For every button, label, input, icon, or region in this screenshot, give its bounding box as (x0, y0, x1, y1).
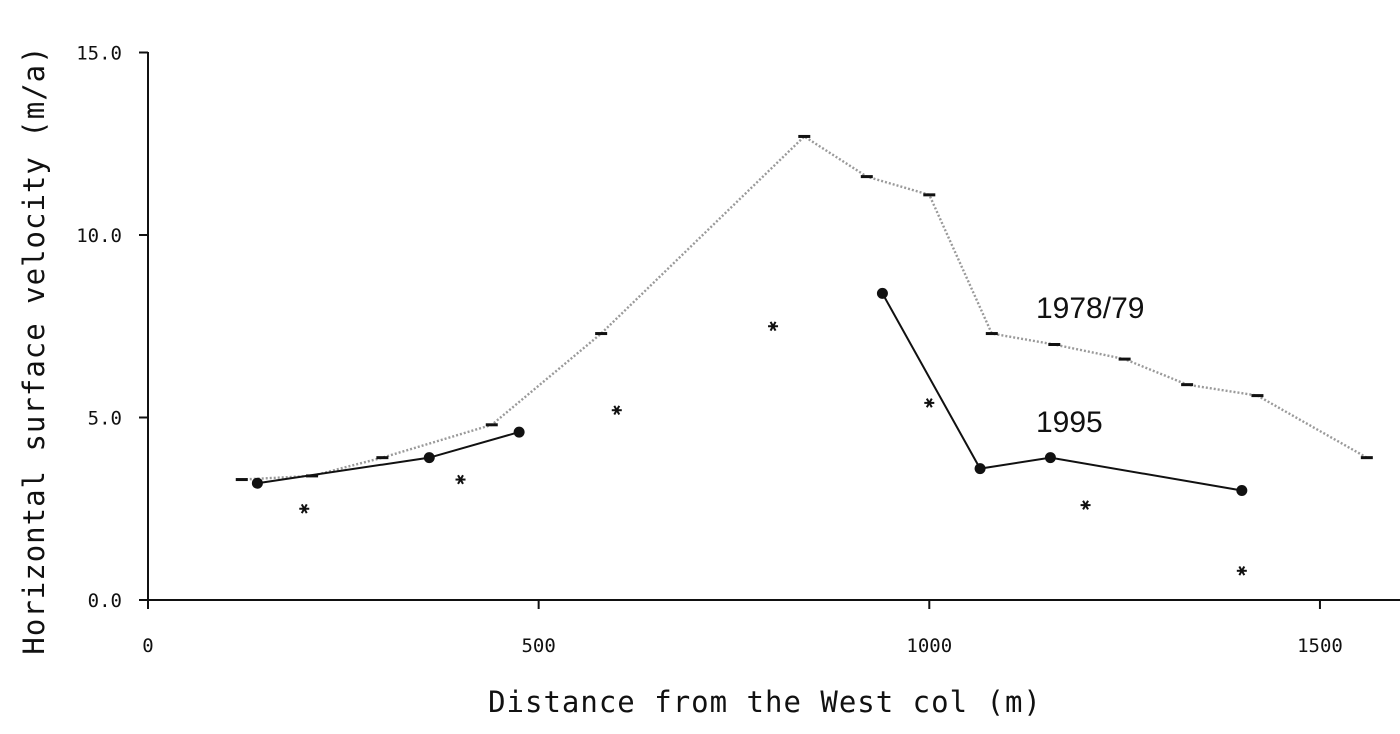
series-1978-79-line (241, 134, 1368, 481)
star-point (455, 474, 466, 485)
x-tick-label: 0 (142, 635, 153, 657)
x-tick-label: 1500 (1297, 635, 1343, 657)
ticks-layer: 0 500 1000 1500 0.0 5.0 10.0 15.0 (76, 43, 1343, 658)
star-point (611, 405, 622, 416)
series-1995-point (1044, 452, 1056, 464)
series-1995-point (974, 463, 986, 475)
star-point (768, 321, 779, 332)
star-point (1080, 500, 1091, 510)
star-point (1236, 565, 1247, 576)
y-tick-label: 10.0 (76, 225, 122, 247)
series-1995-point (251, 477, 263, 489)
y-axis-title: Horizontal surface velocity (m/a) (17, 45, 51, 654)
series-label-1978-79: 1978/79 (1036, 292, 1144, 325)
series-1995-point (513, 426, 525, 438)
series-label-1995: 1995 (1036, 406, 1103, 439)
x-tick-label: 500 (521, 635, 555, 657)
x-tick-label: 1000 (906, 635, 952, 657)
star-point (299, 503, 310, 514)
series-1995-point (876, 287, 888, 299)
series-1995-point (423, 452, 435, 464)
series-1995-point (1236, 485, 1248, 496)
star-point (924, 398, 935, 408)
y-tick-label: 15.0 (76, 43, 122, 65)
x-axis-title: Distance from the West col (m) (488, 685, 1042, 719)
series-layer (235, 134, 1373, 576)
y-tick-label: 0.0 (88, 590, 122, 612)
y-tick-label: 5.0 (88, 408, 122, 430)
series-1995-line (881, 292, 1242, 492)
